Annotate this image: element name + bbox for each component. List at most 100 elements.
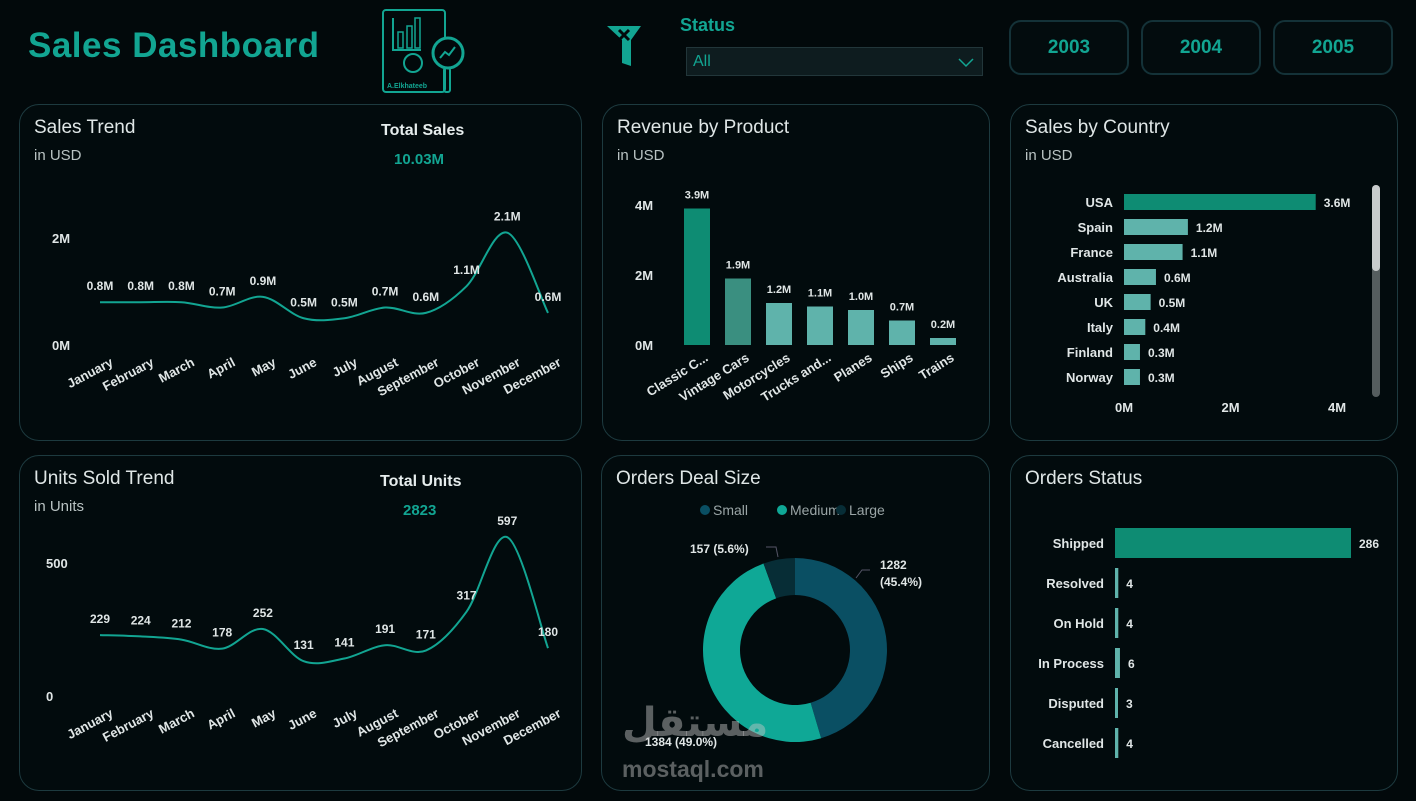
data-label: 178 — [212, 626, 232, 640]
y-tick-label: 0M — [52, 338, 70, 353]
status-filter-label: Status — [680, 15, 736, 35]
bar — [1115, 568, 1119, 598]
y-tick-label: 0 — [46, 689, 53, 704]
category-label: Italy — [1087, 320, 1114, 335]
bar — [889, 320, 915, 345]
category-label: Norway — [1066, 370, 1114, 385]
x-tick-label: March — [156, 705, 197, 736]
legend-swatch — [700, 505, 710, 515]
bar — [1124, 194, 1316, 210]
data-label: 3 — [1126, 697, 1133, 711]
panel-title: Sales Trend — [34, 117, 136, 138]
leader-line — [855, 569, 870, 579]
category-label: UK — [1094, 295, 1113, 310]
panel-subtitle: in USD — [1025, 147, 1073, 164]
watermark-arabic: مستقل — [622, 700, 769, 746]
data-label: 0.8M — [127, 279, 154, 293]
status-panel: Orders Status — [1010, 455, 1398, 791]
data-label: 0.4M — [1153, 321, 1180, 335]
status-dropdown[interactable]: All — [686, 47, 983, 76]
data-label: 191 — [375, 622, 395, 636]
y-tick-label: 500 — [46, 556, 68, 571]
year-button-2005[interactable]: 2005 — [1273, 20, 1393, 75]
clear-filter-icon[interactable] — [605, 24, 651, 70]
bar — [1124, 319, 1146, 335]
scrollbar[interactable] — [1372, 185, 1380, 397]
data-label: 131 — [294, 638, 314, 652]
y-tick-label: 2M — [635, 268, 653, 283]
bar — [1115, 648, 1120, 678]
panel-title: Orders Deal Size — [616, 468, 761, 489]
x-tick-label: Planes — [831, 350, 875, 385]
data-label: 1.1M — [453, 263, 480, 277]
data-label: 0.6M — [1164, 271, 1191, 285]
data-label: 180 — [538, 625, 558, 639]
year-button-2003[interactable]: 2003 — [1009, 20, 1129, 75]
data-label: 0.3M — [1148, 346, 1175, 360]
series-line — [99, 231, 549, 322]
data-label: 0.2M — [931, 319, 955, 331]
logo: A.Elkhateeb — [382, 9, 465, 93]
logo-text: A.Elkhateeb — [387, 83, 427, 90]
x-tick-label: June — [285, 354, 319, 381]
data-label: 252 — [253, 606, 273, 620]
y-tick-label: 2M — [52, 231, 70, 246]
data-label: 224 — [131, 613, 151, 627]
data-label: 0.6M — [535, 290, 562, 304]
bar — [1124, 244, 1183, 260]
category-label: In Process — [1038, 656, 1104, 671]
x-tick-label: June — [285, 705, 319, 732]
country-panel: Sales by Country in USD — [1010, 104, 1398, 441]
year-button-2004[interactable]: 2004 — [1141, 20, 1261, 75]
bar — [1124, 269, 1156, 285]
scrollbar-thumb[interactable] — [1372, 185, 1380, 271]
data-label: 1.1M — [808, 288, 832, 300]
donut-slice-small — [795, 558, 888, 739]
sales-trend-panel: Sales Trend in USD Total Sales 10.03M — [19, 104, 582, 441]
data-label: 2.1M — [494, 210, 521, 224]
legend-swatch — [777, 505, 787, 515]
category-label: Australia — [1057, 270, 1113, 285]
category-label: Shipped — [1053, 536, 1104, 551]
panel-title: Orders Status — [1025, 468, 1143, 489]
data-label: 1.2M — [1196, 221, 1223, 235]
status-dropdown-value: All — [693, 53, 711, 70]
x-tick-label: April — [204, 354, 237, 381]
y-tick-label: 4M — [635, 198, 653, 213]
category-label: Disputed — [1048, 696, 1104, 711]
bar — [684, 208, 710, 345]
bar — [1115, 728, 1119, 758]
bar — [1124, 294, 1151, 310]
kpi-label: Total Units — [380, 473, 462, 490]
x-tick-label: 0M — [1115, 400, 1133, 415]
bar — [1115, 688, 1118, 718]
data-label: 4 — [1126, 577, 1133, 591]
bar — [807, 306, 833, 345]
data-label: 6 — [1128, 657, 1135, 671]
donut-slice-medium — [702, 563, 822, 743]
category-label: Finland — [1067, 345, 1113, 360]
category-label: Cancelled — [1043, 736, 1104, 751]
data-label: 3.6M — [1324, 196, 1351, 210]
category-label: France — [1070, 245, 1113, 260]
bar — [1124, 369, 1140, 385]
data-label: 1384 (49.0%) — [645, 735, 717, 749]
units-panel: Units Sold Trend in Units Total Units 28… — [19, 455, 582, 791]
data-label: 0.5M — [331, 295, 358, 309]
x-tick-label: May — [249, 705, 279, 730]
data-label: 1.1M — [1191, 246, 1218, 260]
data-label: 0.5M — [290, 295, 317, 309]
data-label: 1.2M — [767, 284, 791, 296]
data-label: 4 — [1126, 737, 1133, 751]
legend-label: Large — [849, 502, 885, 518]
data-label: 0.7M — [372, 285, 399, 299]
data-label: 0.8M — [87, 279, 114, 293]
revenue-panel: Revenue by Product in USD — [602, 104, 990, 441]
x-tick-label: Ships — [878, 350, 916, 381]
data-label: 157 (5.6%) — [690, 542, 749, 556]
legend-swatch — [836, 505, 846, 515]
panel-title: Units Sold Trend — [34, 468, 175, 489]
kpi-value: 10.03M — [394, 151, 445, 168]
data-label: 171 — [416, 628, 436, 642]
